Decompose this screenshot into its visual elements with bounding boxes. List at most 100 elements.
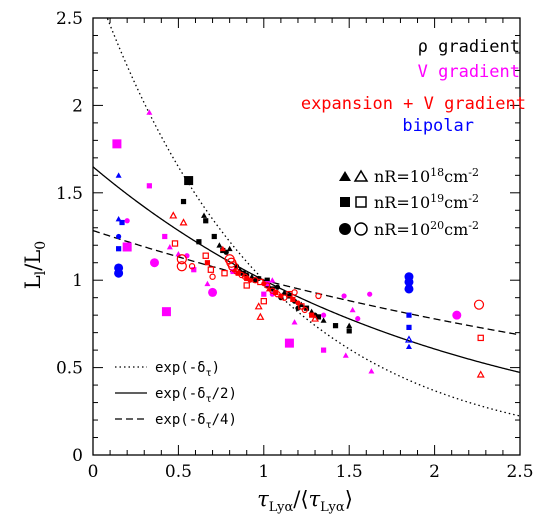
legend-circle-filled bbox=[339, 223, 351, 235]
legend-nr19-base: nR=10 bbox=[374, 193, 430, 212]
data-point-triangle bbox=[166, 243, 173, 250]
data-point-square bbox=[477, 334, 484, 342]
data-point-circle bbox=[315, 292, 322, 300]
data-point-square bbox=[269, 286, 275, 292]
x-axis-label-tau1: τ bbox=[257, 487, 269, 511]
data-point-circle bbox=[238, 271, 245, 279]
data-points bbox=[112, 109, 485, 378]
data-point-square bbox=[211, 233, 217, 240]
data-point-square bbox=[184, 176, 194, 186]
x-tick-label: 1.5 bbox=[336, 462, 363, 482]
data-point-square bbox=[346, 328, 352, 334]
data-point-triangle bbox=[115, 172, 122, 178]
legend-nr18-unit-exp: -2 bbox=[468, 166, 479, 179]
legend-v-gradient: V gradient bbox=[418, 62, 520, 82]
legend-circle-open bbox=[354, 222, 368, 236]
legend-nr20: nR=1020cm-2 bbox=[374, 219, 479, 239]
legend-nr20-unit-exp: -2 bbox=[468, 219, 479, 232]
data-point-square bbox=[207, 266, 215, 273]
data-point-triangle bbox=[404, 335, 413, 343]
data-point-triangle bbox=[405, 343, 412, 350]
y-tick-label: 2 bbox=[72, 96, 83, 116]
data-point-triangle bbox=[269, 277, 276, 283]
data-point-triangle bbox=[281, 289, 288, 295]
data-point-circle bbox=[209, 273, 216, 280]
data-point-circle bbox=[301, 306, 308, 314]
curve-legend-0-end: ) bbox=[212, 360, 220, 376]
data-point-square bbox=[119, 219, 125, 226]
data-point-square bbox=[244, 275, 250, 282]
data-point-circle bbox=[149, 258, 159, 268]
curve-legend-1-base: exp(-δ bbox=[155, 386, 206, 402]
data-point-square bbox=[406, 312, 412, 318]
x-tick-label: 1 bbox=[258, 462, 269, 482]
curve-legend-exp-tau-2: exp(-δτ/2) bbox=[155, 386, 237, 405]
data-point-triangle bbox=[179, 218, 188, 226]
data-point-square bbox=[202, 252, 209, 259]
legend-nr18-unit: cm bbox=[444, 167, 468, 186]
model-curves bbox=[92, 18, 521, 417]
data-point-triangle bbox=[265, 285, 272, 292]
data-point-square bbox=[309, 312, 315, 318]
data-point-square bbox=[252, 277, 258, 283]
curve-dashed bbox=[92, 229, 521, 336]
color-legend: ρ gradient V gradient expansion + V grad… bbox=[301, 37, 526, 136]
legend-nr18: nR=1018cm-2 bbox=[374, 166, 479, 186]
curve-legend-0-base: exp(-δ bbox=[155, 360, 206, 376]
legend-nr20-exp: 20 bbox=[430, 219, 444, 232]
curve-dotted bbox=[106, 18, 521, 417]
data-point-square bbox=[332, 323, 339, 329]
axis-ticks: 0 0.5 1 1.5 2 2.5 0 0.5 1 1.5 2 2.5 bbox=[56, 9, 534, 482]
data-point-square bbox=[315, 314, 322, 320]
data-point-square bbox=[196, 239, 202, 245]
data-point-triangle bbox=[201, 212, 208, 218]
data-point-square bbox=[264, 277, 270, 283]
data-point-circle bbox=[295, 305, 301, 311]
data-point-square bbox=[320, 347, 327, 353]
data-point-triangle bbox=[291, 319, 298, 325]
data-point-triangle bbox=[169, 211, 178, 219]
curve-legend-1-sub: τ bbox=[206, 394, 212, 405]
legend-nr20-unit: cm bbox=[444, 220, 468, 239]
data-point-circle bbox=[367, 291, 373, 297]
data-point-square bbox=[290, 296, 296, 303]
data-point-circle bbox=[264, 282, 271, 289]
legend-expansion-v-gradient: expansion + V gradient bbox=[301, 94, 526, 114]
data-point-triangle bbox=[256, 312, 265, 320]
data-point-triangle bbox=[311, 314, 320, 322]
data-point-triangle bbox=[219, 245, 226, 252]
curve-legend-2-end: /4) bbox=[212, 412, 237, 428]
curve-solid bbox=[92, 166, 521, 374]
data-point-circle bbox=[176, 261, 187, 272]
data-point-square bbox=[191, 267, 197, 273]
data-point-circle bbox=[404, 277, 414, 287]
data-point-square bbox=[260, 297, 268, 305]
data-point-circle bbox=[208, 287, 218, 297]
y-axis-label: Ll/L0 bbox=[21, 241, 49, 289]
data-point-square bbox=[261, 291, 267, 297]
data-point-square bbox=[284, 338, 294, 348]
legend-bipolar: bipolar bbox=[402, 116, 474, 136]
data-point-circle bbox=[341, 293, 347, 299]
y-tick-label: 1 bbox=[72, 271, 83, 291]
x-axis-label-close: ⟩ bbox=[345, 487, 353, 511]
curve-legend-exp-tau: exp(-δτ) bbox=[155, 360, 220, 379]
y-tick-label: 0.5 bbox=[56, 359, 83, 379]
curve-legend-2-base: exp(-δ bbox=[155, 412, 206, 428]
data-point-triangle bbox=[226, 245, 233, 252]
data-point-triangle bbox=[216, 242, 223, 248]
y-tick-label: 2.5 bbox=[56, 9, 83, 29]
data-point-circle bbox=[176, 254, 187, 265]
data-point-square bbox=[161, 307, 171, 317]
x-axis-label-tau2: τ bbox=[309, 487, 321, 511]
legend-triangle-filled bbox=[339, 171, 351, 181]
data-point-square bbox=[122, 242, 132, 252]
x-tick-label: 0 bbox=[88, 462, 99, 482]
x-axis-label-sub1: Lyα bbox=[269, 500, 294, 515]
y-axis-label-l: L bbox=[21, 275, 45, 289]
data-point-circle bbox=[116, 233, 122, 240]
data-point-square bbox=[112, 139, 122, 149]
data-point-square bbox=[221, 270, 228, 277]
y-axis-label-sub-0: 0 bbox=[33, 241, 49, 250]
